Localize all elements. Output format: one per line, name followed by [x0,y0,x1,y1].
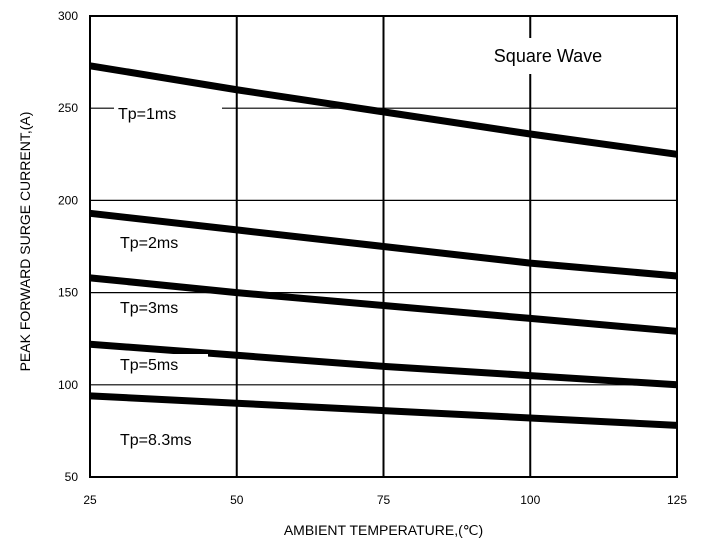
series-label-bg [116,429,226,451]
x-tick-label: 25 [83,493,97,507]
y-axis-label: PEAK FORWARD SURGE CURRENT,(A) [17,112,33,372]
series-label-bg [114,103,222,125]
series-label: Tp=5ms [120,357,178,374]
series-label-bg [116,297,208,319]
series-line-4 [89,340,678,389]
series-line-5 [89,392,678,429]
y-tick-label: 150 [58,286,78,300]
y-tick-label: 300 [58,9,78,23]
series-label: Tp=3ms [120,300,178,317]
chart-title: Square Wave [494,46,602,66]
series-line-2 [89,209,678,280]
x-tick-label: 125 [667,493,687,507]
series-label-bg [116,232,208,254]
x-tick-label: 75 [377,493,391,507]
x-tick-labels: 25 50 75 100 125 [83,493,687,507]
series-label: Tp=8.3ms [120,432,192,449]
series-label: Tp=1ms [118,106,176,123]
y-tick-label: 200 [58,193,78,207]
y-tick-label: 250 [58,101,78,115]
series-label: Tp=2ms [120,235,178,252]
series-label-bg [116,354,208,376]
y-tick-label: 50 [65,470,79,484]
series-lines [89,62,678,429]
series-line-3 [89,274,678,335]
x-axis-label: AMBIENT TEMPERATURE,(℃) [284,522,483,538]
plot-frame [89,15,678,478]
label-backgrounds [114,103,226,451]
x-tick-label: 100 [520,493,540,507]
x-tick-label: 50 [230,493,244,507]
series-labels: Tp=1ms Tp=2ms Tp=3ms Tp=5ms Tp=8.3ms [118,106,192,449]
title-background [460,38,638,74]
series-line-1 [89,62,678,158]
y-tick-label: 100 [58,378,78,392]
y-tick-labels: 50 100 150 200 250 300 [58,9,78,484]
